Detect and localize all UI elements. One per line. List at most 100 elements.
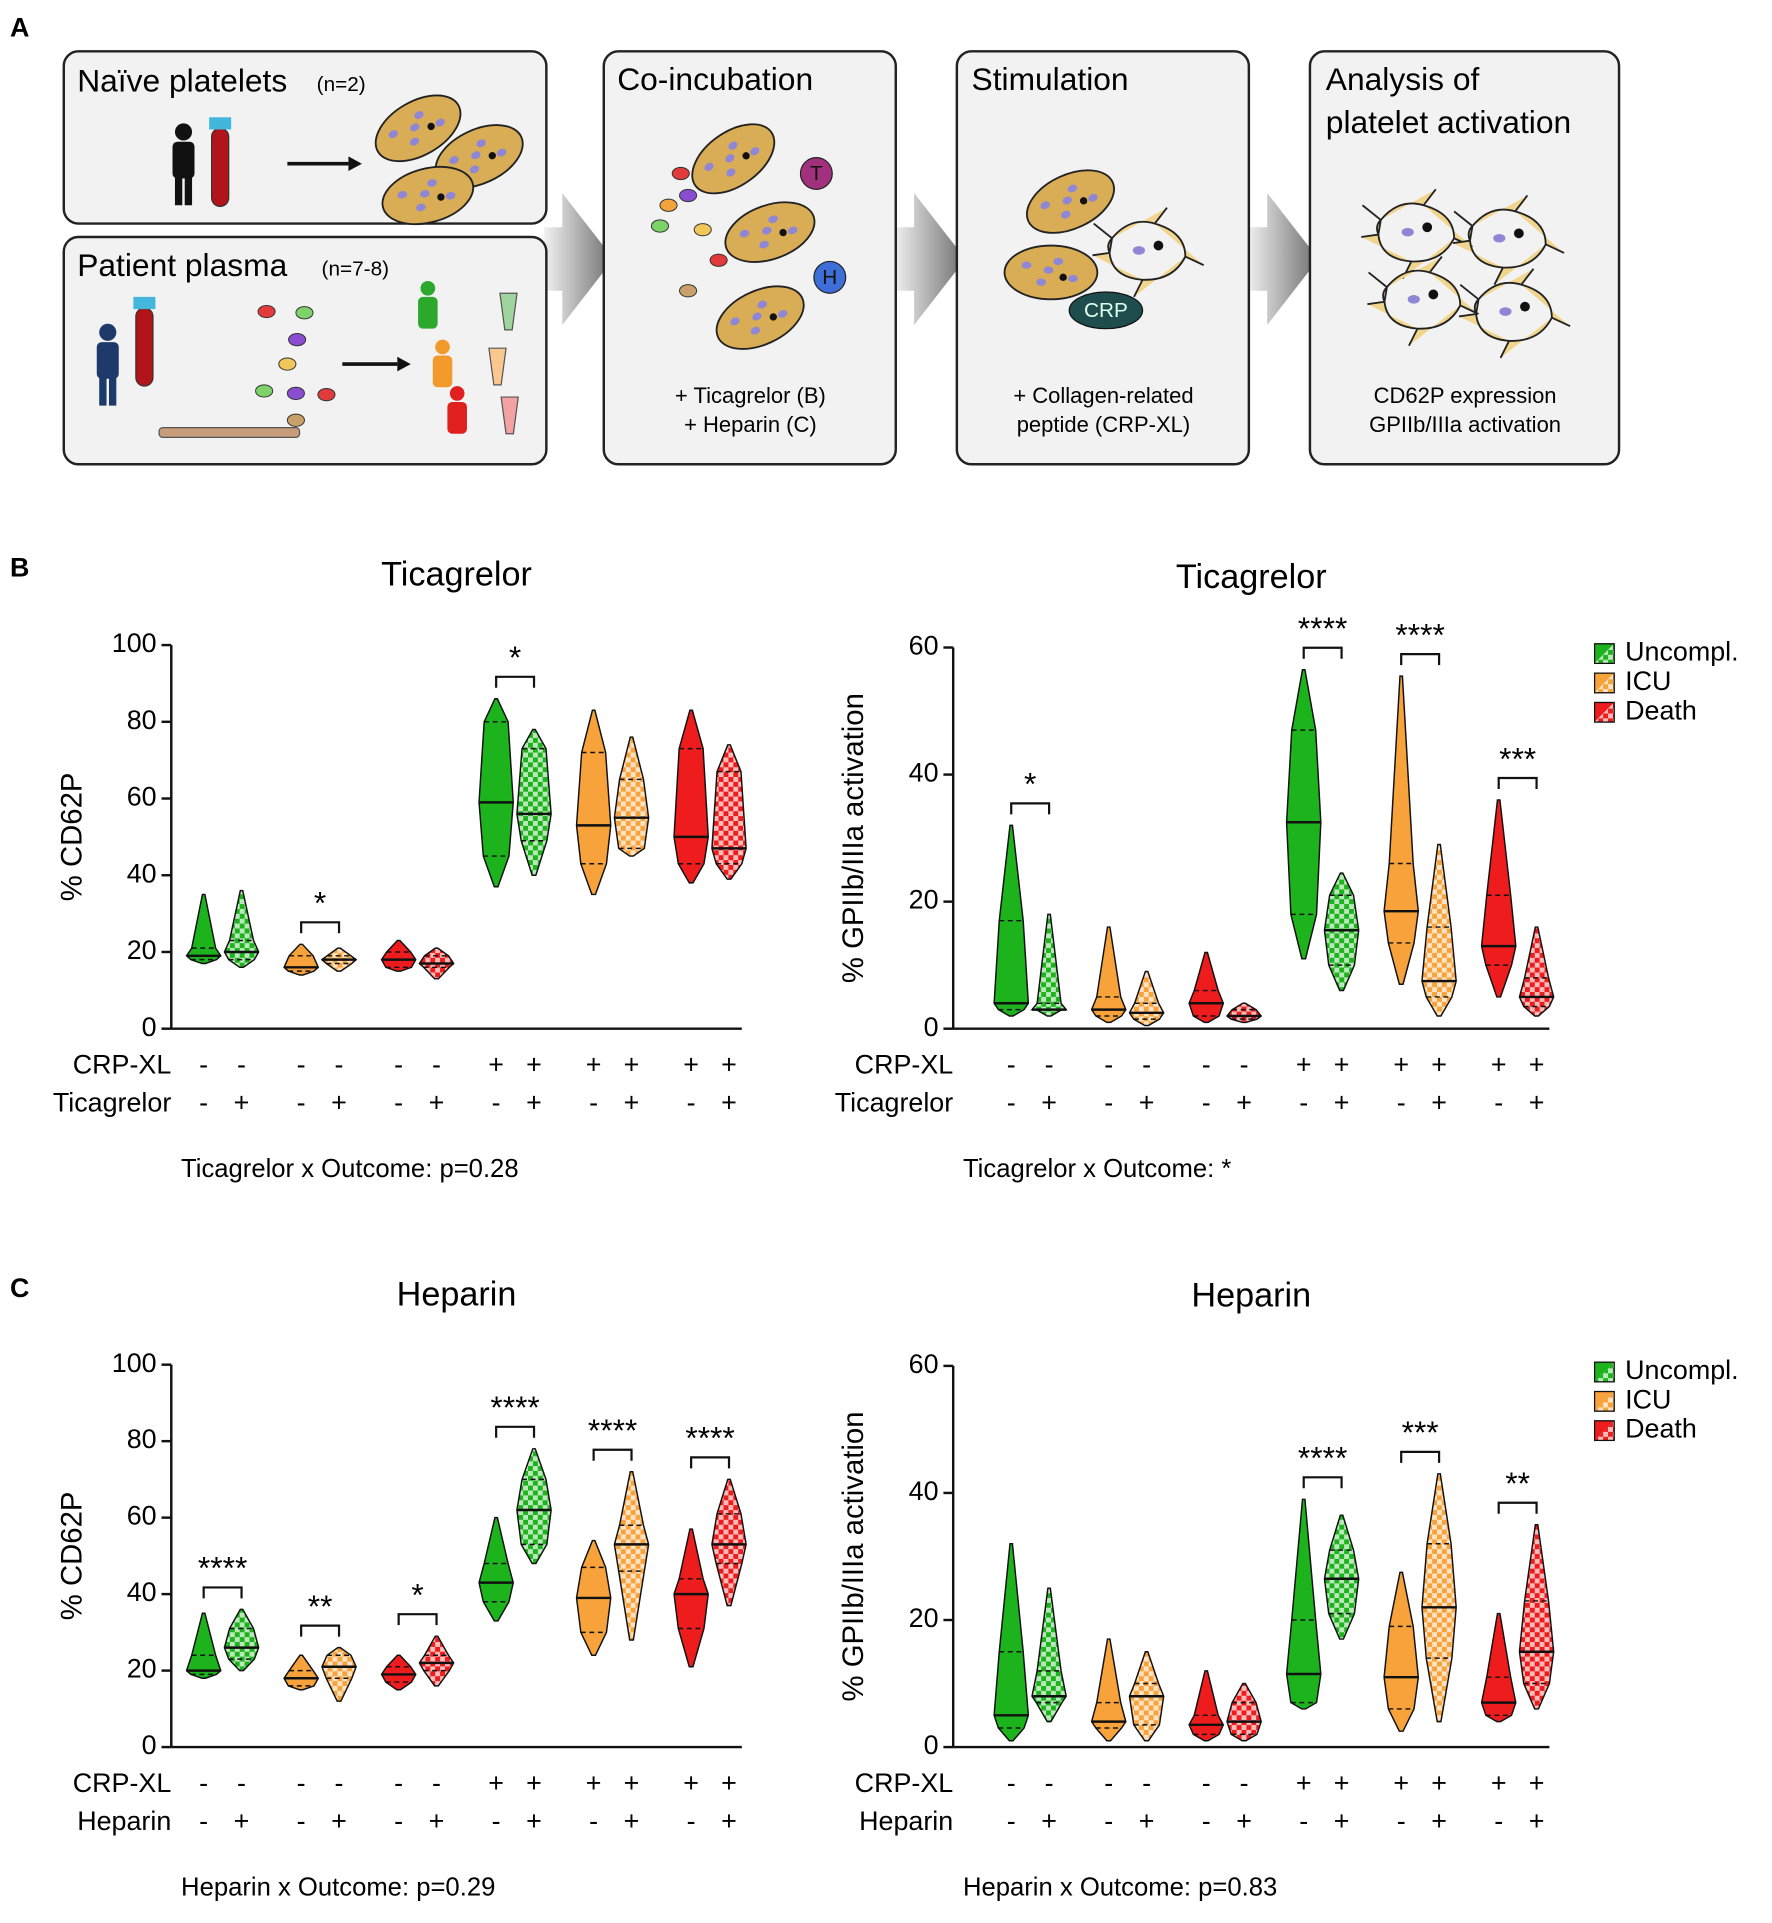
sign: -	[589, 1088, 598, 1118]
significance-bracket	[1010, 802, 1051, 815]
significance-bracket	[592, 1448, 633, 1461]
molecule	[693, 223, 712, 237]
y-tick-label: 60	[909, 631, 939, 661]
sign: -	[199, 1768, 208, 1798]
sign: +	[1529, 1050, 1545, 1080]
tube	[488, 347, 507, 386]
granule	[762, 226, 772, 235]
molecule	[671, 166, 690, 181]
person-icon	[96, 323, 119, 406]
sign: +	[526, 1806, 542, 1836]
violin	[1031, 1587, 1067, 1723]
box	[1308, 50, 1621, 466]
granule	[416, 203, 426, 212]
y-tick-label: 60	[909, 1349, 939, 1379]
violin	[478, 698, 514, 888]
significance-label: *	[1024, 766, 1036, 802]
sign: +	[526, 1088, 542, 1118]
granule	[1021, 261, 1032, 269]
sign: -	[1104, 1088, 1113, 1118]
significance-bracket	[1497, 776, 1538, 789]
y-tick-label: 80	[127, 705, 157, 735]
badge-text: CRP	[1084, 299, 1128, 322]
sign: +	[1529, 1768, 1545, 1798]
granule	[488, 151, 496, 160]
sign: -	[1397, 1806, 1406, 1836]
sign: +	[721, 1050, 737, 1080]
granule	[742, 152, 750, 160]
sign: +	[1139, 1806, 1155, 1836]
legend-label: Death	[1625, 1414, 1697, 1444]
significance-label: *	[509, 639, 521, 675]
activated-platelet	[1452, 194, 1565, 286]
significance-bracket	[1302, 646, 1343, 659]
granule	[1079, 197, 1088, 205]
sign: +	[1334, 1050, 1350, 1080]
significance-label: ****	[685, 1420, 734, 1456]
molecule	[679, 284, 698, 298]
platelet-group	[255, 94, 1571, 427]
y-axis-label: % CD62P	[55, 773, 88, 902]
activated-platelet	[1367, 256, 1479, 347]
sign: +	[1491, 1050, 1507, 1080]
violin	[711, 744, 747, 880]
platelet	[1025, 169, 1115, 234]
granule	[1407, 295, 1420, 304]
box-text: CD62P expression	[1374, 383, 1557, 408]
violin	[1188, 1670, 1225, 1742]
significance-label: ***	[1402, 1414, 1439, 1450]
sign: -	[394, 1806, 403, 1836]
platelet-body	[1367, 256, 1479, 347]
sign: +	[624, 1768, 640, 1798]
granule	[725, 154, 735, 163]
granule	[409, 137, 420, 146]
activated-platelet	[1458, 268, 1571, 359]
box-title: Naïve platelets	[77, 62, 287, 98]
sign: +	[526, 1050, 542, 1080]
violin	[1128, 970, 1165, 1027]
granule	[1067, 184, 1078, 193]
granule	[427, 122, 435, 131]
box-title: Patient plasma	[77, 247, 287, 283]
violin	[1285, 1498, 1322, 1710]
legend-label: ICU	[1625, 666, 1671, 696]
granule	[768, 215, 778, 224]
violin	[321, 1646, 357, 1702]
chart-title: Heparin	[1191, 1277, 1311, 1315]
sign: +	[1491, 1768, 1507, 1798]
granule	[752, 312, 762, 321]
granule	[388, 130, 398, 139]
granule	[1499, 307, 1512, 316]
y-tick-label: 20	[127, 935, 157, 965]
sign: +	[624, 1088, 640, 1118]
sign: -	[1397, 1088, 1406, 1118]
sign: +	[624, 1050, 640, 1080]
sign: -	[297, 1088, 306, 1118]
significance-label: ****	[1395, 616, 1444, 652]
granule	[726, 168, 736, 177]
granule	[704, 162, 714, 171]
sign: +	[488, 1768, 504, 1798]
sign: -	[199, 1806, 208, 1836]
y-tick-label: 100	[112, 1348, 157, 1378]
significance-label: ***	[1499, 740, 1536, 776]
significance-bracket	[1302, 1476, 1343, 1489]
significance-label: ****	[1298, 610, 1347, 646]
legend-swatch-border	[1593, 672, 1615, 694]
sign: -	[1299, 1806, 1308, 1836]
significance-bracket	[1400, 653, 1441, 666]
sign: -	[297, 1806, 306, 1836]
sign: +	[1393, 1768, 1409, 1798]
sign: +	[586, 1050, 602, 1080]
significance-bracket	[202, 1586, 243, 1599]
sign: -	[1240, 1050, 1249, 1080]
granule	[757, 300, 767, 309]
y-tick-label: 40	[127, 858, 157, 888]
granule	[427, 179, 437, 187]
panel-label: B	[10, 552, 29, 582]
box-text: + Heparin (C)	[684, 412, 817, 437]
granule	[496, 148, 507, 157]
violin	[1323, 872, 1360, 992]
granule	[476, 139, 486, 148]
arrow	[397, 356, 411, 372]
